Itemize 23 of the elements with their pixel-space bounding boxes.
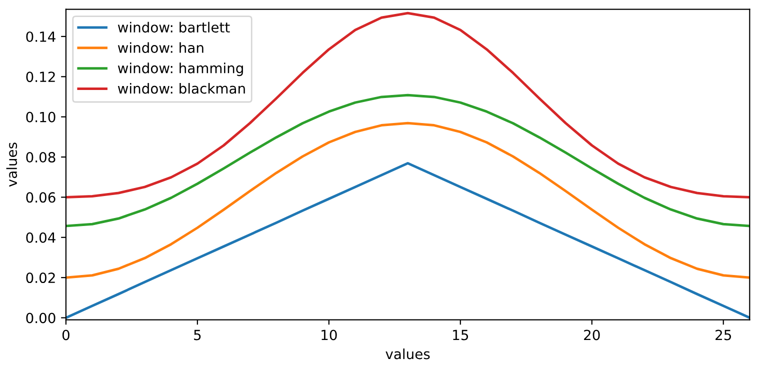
y-tick-label: 0.02 <box>26 272 55 284</box>
x-tick-label: 0 <box>62 330 70 340</box>
y-tick-label: 0.10 <box>26 112 56 122</box>
x-tick-label: 10 <box>322 330 337 340</box>
x-tick-label: 5 <box>194 330 201 340</box>
y-tick-label: 0.08 <box>26 152 56 162</box>
y-axis-title: values <box>6 142 18 187</box>
line-series <box>66 12 750 198</box>
y-tick-label: 0.12 <box>26 72 55 82</box>
x-tick-label: 25 <box>716 330 731 340</box>
x-tick-label: 15 <box>453 330 468 340</box>
y-tick-label: 0.00 <box>26 312 56 324</box>
line-series <box>66 94 750 228</box>
legend-label: window: bartlett <box>118 22 230 33</box>
y-tick-label: 0.04 <box>26 232 56 243</box>
legend-label: window: hamming <box>118 62 243 76</box>
legend-label: window: han <box>118 42 204 53</box>
y-tick-label: 0.14 <box>26 31 56 42</box>
y-tick-label: 0.06 <box>26 192 56 203</box>
x-tick-label: 20 <box>584 330 600 340</box>
legend-label: window: blackman <box>118 83 245 94</box>
line-series <box>66 122 750 279</box>
x-axis-title: values <box>386 348 430 360</box>
